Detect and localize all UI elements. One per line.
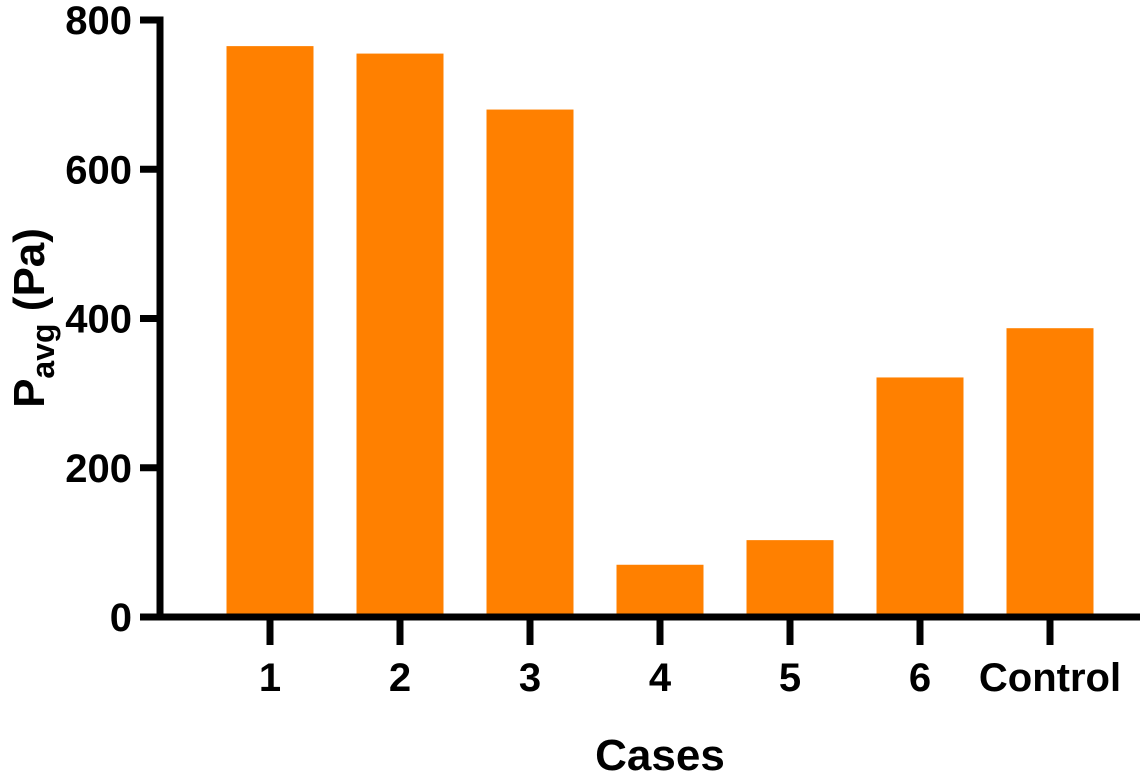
x-tick-label-5: 5 — [779, 656, 801, 700]
y-axis-title-suffix: (Pa) — [5, 228, 54, 323]
y-tick-label-200: 200 — [65, 447, 132, 491]
x-tick-label-6: 6 — [909, 656, 931, 700]
bar-4 — [616, 564, 704, 617]
bar-6 — [876, 377, 964, 617]
x-tick-label-2: 2 — [389, 656, 411, 700]
bar-5 — [746, 540, 834, 617]
bars-layer — [226, 46, 1094, 618]
bar-control — [1006, 328, 1094, 617]
x-tick-label-3: 3 — [519, 656, 541, 700]
labels-layer: 0 200 400 600 800 1 2 3 4 5 6 Control — [65, 0, 1121, 700]
bar-2 — [356, 53, 444, 618]
bar-3 — [486, 109, 574, 618]
y-axis-title-subscript: avg — [25, 323, 61, 378]
x-tick-label-control: Control — [979, 656, 1121, 700]
x-axis-title: Cases — [595, 731, 725, 775]
y-tick-label-600: 600 — [65, 148, 132, 192]
x-tick-label-1: 1 — [259, 656, 281, 700]
y-tick-label-800: 800 — [65, 0, 132, 43]
y-tick-label-0: 0 — [110, 596, 132, 640]
bar-1 — [226, 46, 314, 617]
y-tick-label-400: 400 — [65, 298, 132, 342]
axes-layer — [140, 16, 1140, 645]
y-axis-title-main: P — [5, 379, 54, 408]
y-axis-title: Pavg (Pa) — [5, 228, 61, 408]
x-tick-label-4: 4 — [649, 656, 672, 700]
